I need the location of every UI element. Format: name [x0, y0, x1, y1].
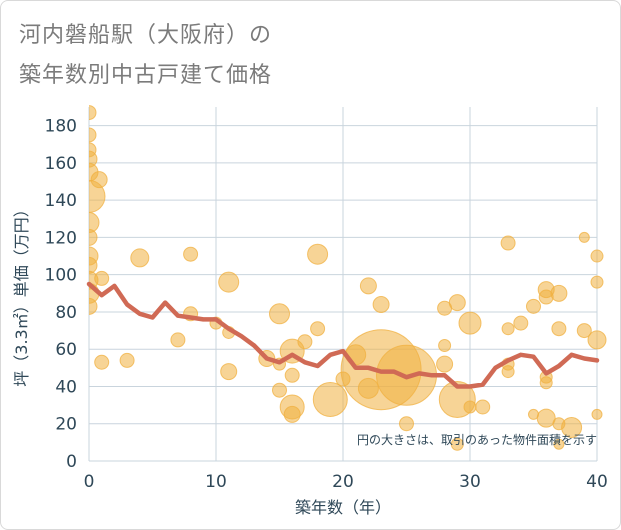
data-bubble — [89, 142, 97, 158]
data-bubble — [94, 354, 110, 370]
data-bubble — [500, 235, 516, 251]
data-bubble — [528, 408, 539, 420]
data-bubble — [89, 228, 98, 246]
y-tick-label: 180 — [45, 117, 77, 137]
data-bubble — [475, 399, 491, 415]
y-tick-label: 100 — [45, 266, 77, 286]
y-axis-label: 坪（3.3㎡）単価（万円） — [12, 201, 31, 386]
data-bubble — [357, 377, 379, 399]
data-bubble — [272, 382, 287, 398]
data-bubble — [553, 438, 565, 450]
y-tick-label: 140 — [45, 191, 77, 211]
data-bubble — [463, 400, 477, 414]
data-bubble — [587, 330, 607, 350]
data-bubble — [436, 355, 454, 373]
data-bubble — [438, 338, 452, 352]
data-bubble — [297, 334, 313, 350]
data-bubble — [501, 365, 515, 379]
data-bubble — [576, 323, 592, 339]
data-bubble — [437, 300, 453, 316]
data-bubble — [89, 212, 100, 234]
data-bubble — [578, 231, 590, 243]
data-bubble — [220, 363, 238, 381]
x-tick-label: 30 — [459, 472, 481, 492]
data-bubble — [359, 277, 377, 295]
data-bubble — [538, 289, 554, 305]
data-bubble — [312, 382, 348, 418]
data-bubble — [119, 352, 135, 368]
x-axis-label: 築年数（年） — [295, 498, 391, 517]
data-bubble — [183, 246, 199, 262]
data-bubble — [450, 437, 464, 451]
data-bubble — [458, 311, 482, 335]
chart-title-line-2: 築年数別中古戸建て価格 — [19, 63, 273, 88]
x-tick-label: 20 — [332, 472, 354, 492]
data-bubble — [283, 405, 301, 423]
y-axis-ticks: 0 20 40 60 80 100 120 140 160 180 — [45, 117, 77, 472]
data-bubble — [335, 371, 351, 387]
data-bubble — [94, 270, 110, 286]
data-bubble — [89, 256, 98, 274]
bubble-series — [89, 105, 607, 451]
data-bubble — [310, 321, 326, 337]
y-tick-label: 120 — [45, 228, 77, 248]
x-axis-ticks: 0 10 20 30 40 — [84, 472, 608, 492]
data-bubble — [590, 275, 604, 289]
data-bubble — [170, 332, 186, 348]
data-bubble — [526, 298, 541, 314]
y-tick-label: 0 — [66, 452, 77, 472]
data-bubble — [218, 271, 240, 293]
data-bubble — [284, 367, 300, 383]
data-bubble — [89, 127, 97, 143]
data-bubble — [590, 249, 604, 263]
data-bubble — [539, 376, 553, 390]
y-tick-label: 60 — [55, 340, 77, 360]
data-bubble — [307, 243, 329, 265]
data-bubble — [269, 303, 290, 325]
average-price-line — [86, 281, 600, 389]
trend-line-series — [86, 281, 600, 389]
x-tick-label: 0 — [84, 472, 95, 492]
data-bubble — [89, 297, 98, 315]
data-bubble — [501, 322, 515, 336]
data-bubble — [513, 315, 529, 331]
y-tick-label: 20 — [55, 415, 77, 435]
data-bubble — [372, 295, 390, 313]
bubble-size-note: 円の大きさは、取引のあった物件面積を示す — [357, 432, 597, 447]
data-bubble — [551, 321, 567, 337]
data-bubble — [89, 105, 97, 121]
x-tick-label: 40 — [586, 472, 608, 492]
data-bubble — [89, 179, 106, 213]
x-tick-label: 10 — [205, 472, 227, 492]
y-tick-label: 40 — [55, 377, 77, 397]
data-bubble — [130, 248, 150, 268]
chart-title-line-1: 河内磐船駅（大阪府）の — [19, 23, 273, 48]
data-bubble — [552, 417, 566, 431]
data-bubble — [399, 416, 414, 432]
data-bubble — [90, 171, 108, 189]
data-bubble — [591, 408, 603, 420]
y-tick-label: 160 — [45, 154, 77, 174]
y-tick-label: 80 — [55, 303, 77, 323]
